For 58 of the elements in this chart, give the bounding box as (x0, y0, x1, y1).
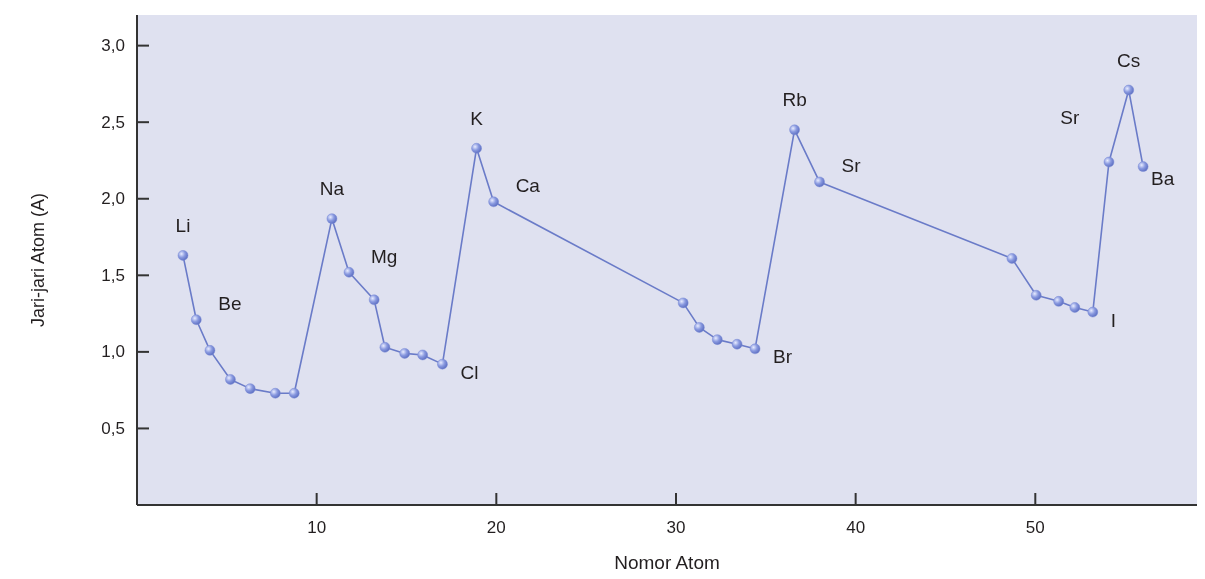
annotation: Li (175, 214, 191, 236)
annotation: Sr (1060, 106, 1080, 128)
point (749, 343, 761, 355)
y-tick-label: 2,0 (101, 189, 125, 209)
point (1137, 161, 1149, 172)
x-tick-label: 40 (846, 517, 866, 537)
annotation: Sr (841, 155, 862, 177)
point (1006, 253, 1018, 264)
point (488, 196, 499, 208)
point (368, 294, 380, 306)
annotation: Cl (460, 361, 479, 383)
annotation: Br (773, 346, 793, 368)
point (1087, 306, 1099, 318)
point (326, 213, 338, 224)
point (789, 124, 800, 136)
point (1030, 289, 1042, 301)
annotation: Cs (1117, 49, 1141, 71)
annotation: Ba (1151, 168, 1175, 190)
point (191, 314, 202, 325)
y-tick-label: 0,5 (101, 418, 125, 438)
y-tick-label: 3,0 (101, 36, 125, 56)
x-tick-label: 50 (1025, 517, 1045, 537)
point (244, 383, 256, 394)
annotation: I (1110, 309, 1117, 331)
point (343, 267, 355, 278)
annotation: Ca (515, 175, 541, 197)
annotation: K (470, 107, 484, 129)
point (288, 387, 300, 399)
point (731, 338, 743, 350)
annotation: Rb (782, 89, 807, 111)
x-axis-title: Nomor Atom (614, 552, 720, 573)
point (471, 142, 482, 154)
point (399, 348, 410, 359)
annotation: Be (218, 293, 242, 315)
annotation: Mg (371, 245, 398, 267)
x-tick-label: 20 (486, 517, 506, 537)
x-tick-label: 10 (307, 517, 327, 537)
point (225, 374, 236, 385)
point (1069, 302, 1081, 313)
annotation: Na (319, 178, 345, 200)
point (712, 334, 723, 345)
point (1103, 156, 1115, 168)
point (694, 322, 705, 333)
y-tick-label: 1,0 (101, 342, 125, 362)
point (379, 342, 391, 353)
point (437, 358, 448, 370)
x-tick-label: 30 (666, 517, 686, 537)
point (1053, 296, 1064, 307)
y-tick-label: 2,5 (101, 112, 125, 132)
point (677, 297, 689, 309)
y-tick-label: 1,5 (101, 265, 125, 285)
point (177, 250, 189, 261)
point (270, 387, 281, 399)
point (814, 176, 825, 188)
point (204, 345, 216, 356)
y-axis-title: Jari-jari Atom (A) (28, 192, 48, 328)
point (417, 349, 428, 361)
point (1123, 84, 1134, 96)
